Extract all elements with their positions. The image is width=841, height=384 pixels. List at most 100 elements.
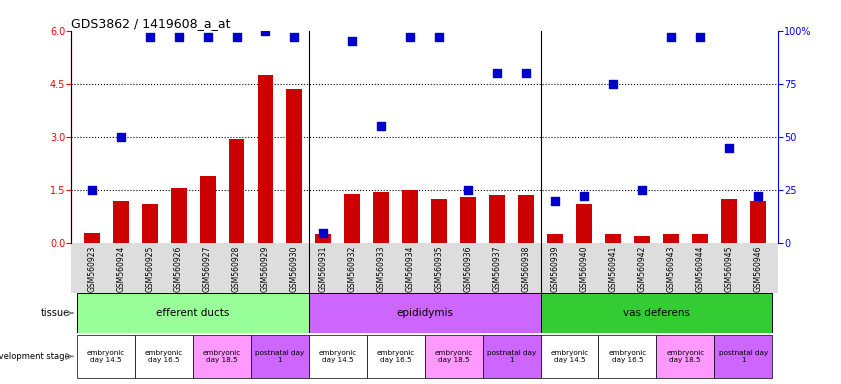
Bar xyxy=(199,176,215,243)
Point xyxy=(346,38,359,45)
Bar xyxy=(656,335,714,378)
Bar xyxy=(431,199,447,243)
Point xyxy=(114,134,128,140)
Text: GSM560928: GSM560928 xyxy=(232,246,241,292)
Text: postnatal day
1: postnatal day 1 xyxy=(487,350,537,363)
Point xyxy=(230,34,243,40)
Bar xyxy=(373,192,389,243)
Point xyxy=(548,198,562,204)
Point xyxy=(462,187,475,193)
Text: GSM560925: GSM560925 xyxy=(145,246,154,292)
Bar xyxy=(721,199,737,243)
Text: GSM560932: GSM560932 xyxy=(348,246,357,292)
Text: GSM560936: GSM560936 xyxy=(463,246,473,292)
Text: development stage: development stage xyxy=(0,352,70,361)
Bar xyxy=(489,195,505,243)
Text: tissue: tissue xyxy=(41,308,70,318)
Text: GSM560924: GSM560924 xyxy=(116,246,125,292)
Bar xyxy=(77,293,309,333)
Bar xyxy=(576,204,592,243)
Bar xyxy=(229,139,245,243)
Text: vas deferens: vas deferens xyxy=(623,308,690,318)
Bar xyxy=(749,201,765,243)
Point xyxy=(317,230,331,236)
Text: GSM560946: GSM560946 xyxy=(754,246,762,292)
Bar xyxy=(541,335,599,378)
Bar xyxy=(518,195,534,243)
Point xyxy=(143,34,156,40)
Text: GSM560929: GSM560929 xyxy=(261,246,270,292)
Text: epididymis: epididymis xyxy=(396,308,453,318)
Bar xyxy=(547,234,563,243)
Bar xyxy=(714,335,772,378)
Point xyxy=(404,34,417,40)
Bar xyxy=(541,293,772,333)
Text: efferent ducts: efferent ducts xyxy=(156,308,230,318)
Point xyxy=(606,81,620,87)
Point xyxy=(374,123,388,129)
Text: GSM560927: GSM560927 xyxy=(203,246,212,292)
Bar xyxy=(605,234,621,243)
Text: GSM560945: GSM560945 xyxy=(724,246,733,292)
Bar xyxy=(402,190,418,243)
Bar xyxy=(113,201,129,243)
Bar xyxy=(309,335,367,378)
Text: postnatal day
1: postnatal day 1 xyxy=(256,350,304,363)
Text: embryonic
day 16.5: embryonic day 16.5 xyxy=(145,350,183,363)
Text: embryonic
day 18.5: embryonic day 18.5 xyxy=(203,350,241,363)
Point xyxy=(519,70,532,76)
Point xyxy=(85,187,98,193)
Text: embryonic
day 14.5: embryonic day 14.5 xyxy=(87,350,125,363)
Text: GSM560943: GSM560943 xyxy=(666,246,675,292)
Bar xyxy=(663,234,679,243)
Text: postnatal day
1: postnatal day 1 xyxy=(718,350,768,363)
Bar xyxy=(367,335,425,378)
Text: GSM560944: GSM560944 xyxy=(696,246,704,292)
Text: GSM560934: GSM560934 xyxy=(405,246,415,292)
Text: GSM560930: GSM560930 xyxy=(290,246,299,292)
Text: GSM560923: GSM560923 xyxy=(87,246,96,292)
Text: GSM560926: GSM560926 xyxy=(174,246,183,292)
Text: embryonic
day 14.5: embryonic day 14.5 xyxy=(550,350,589,363)
Bar xyxy=(425,335,483,378)
Text: GSM560931: GSM560931 xyxy=(319,246,328,292)
Bar xyxy=(193,335,251,378)
Bar xyxy=(251,335,309,378)
Point xyxy=(664,34,678,40)
Point xyxy=(751,194,764,200)
Bar xyxy=(692,234,708,243)
Text: GSM560940: GSM560940 xyxy=(579,246,589,292)
Point xyxy=(722,144,735,151)
Text: GDS3862 / 1419608_a_at: GDS3862 / 1419608_a_at xyxy=(71,17,231,30)
Bar xyxy=(483,335,541,378)
Text: embryonic
day 16.5: embryonic day 16.5 xyxy=(608,350,647,363)
Bar xyxy=(634,236,650,243)
Text: GSM560938: GSM560938 xyxy=(521,246,531,292)
Text: embryonic
day 14.5: embryonic day 14.5 xyxy=(319,350,357,363)
Bar xyxy=(84,233,100,243)
Bar xyxy=(344,194,360,243)
Point xyxy=(259,28,272,34)
Bar xyxy=(141,204,157,243)
Bar xyxy=(599,335,656,378)
Text: GSM560935: GSM560935 xyxy=(435,246,444,292)
Point xyxy=(288,34,301,40)
Bar xyxy=(287,89,303,243)
Text: GSM560942: GSM560942 xyxy=(637,246,647,292)
Text: GSM560939: GSM560939 xyxy=(551,246,559,292)
Point xyxy=(490,70,504,76)
Bar xyxy=(135,335,193,378)
Point xyxy=(635,187,648,193)
Point xyxy=(577,194,590,200)
Bar xyxy=(77,335,135,378)
Text: GSM560941: GSM560941 xyxy=(608,246,617,292)
Bar xyxy=(309,293,541,333)
Text: GSM560937: GSM560937 xyxy=(493,246,501,292)
Bar xyxy=(171,188,187,243)
Point xyxy=(693,34,706,40)
Point xyxy=(432,34,446,40)
Bar xyxy=(460,197,476,243)
Text: embryonic
day 18.5: embryonic day 18.5 xyxy=(666,350,705,363)
Text: embryonic
day 16.5: embryonic day 16.5 xyxy=(377,350,415,363)
Bar xyxy=(257,75,273,243)
